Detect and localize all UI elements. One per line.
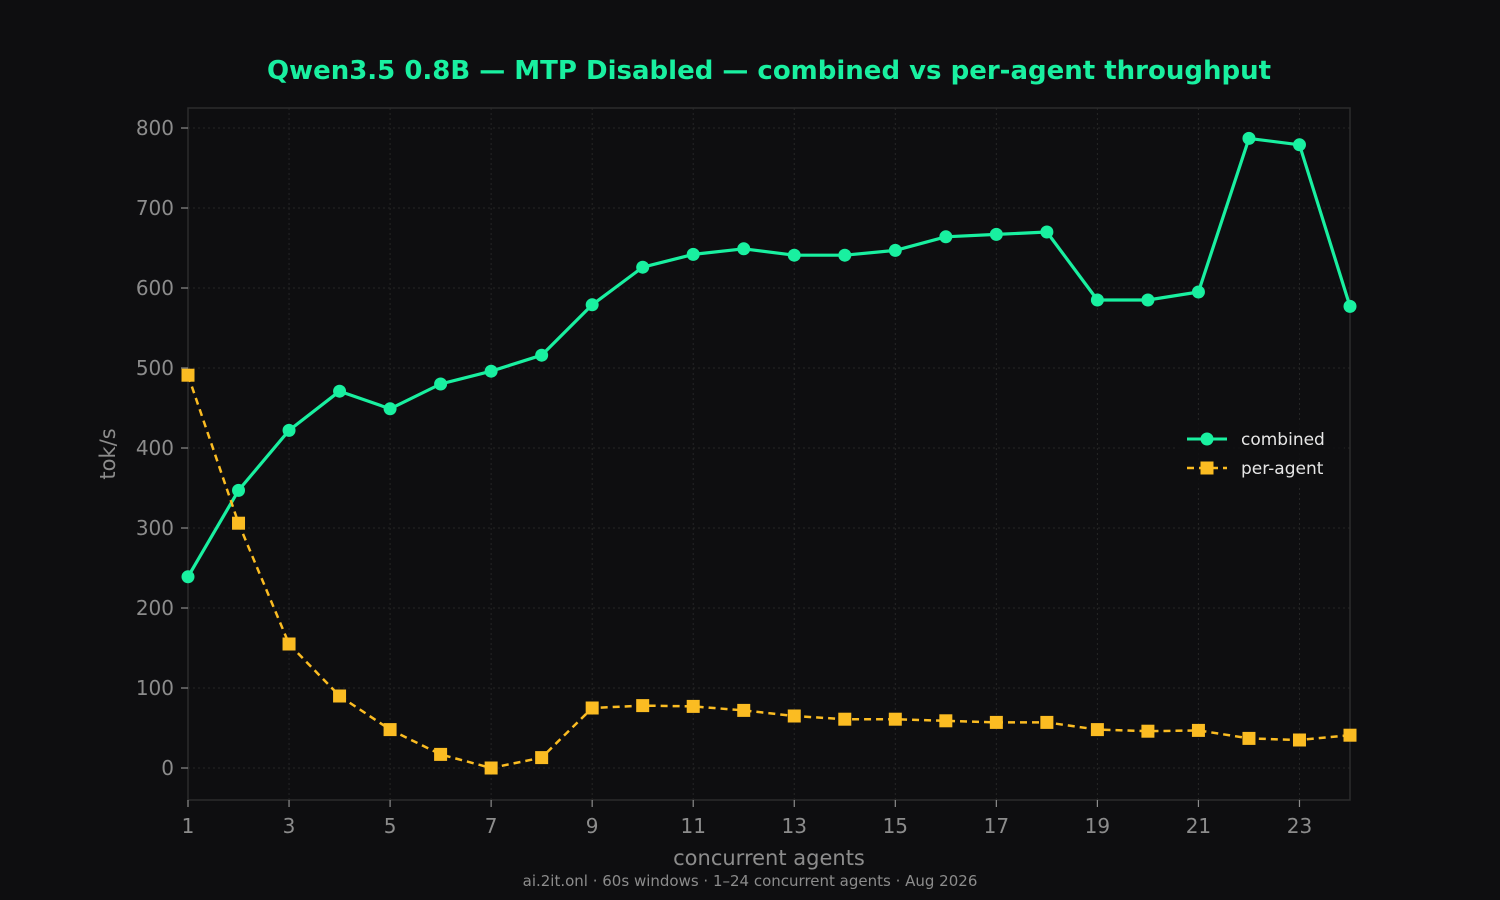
data-point-per-agent (838, 712, 852, 726)
data-point-combined (1343, 299, 1357, 313)
chart-title: Qwen3.5 0.8B — MTP Disabled — combined v… (267, 56, 1271, 86)
legend-combined-marker (1200, 432, 1214, 446)
data-point-combined (1040, 225, 1054, 239)
x-tick-label: 23 (1287, 814, 1312, 838)
legend-per-agent-label: per-agent (1241, 459, 1324, 479)
data-point-combined (737, 242, 751, 256)
data-point-per-agent (1191, 723, 1205, 737)
data-point-combined (585, 298, 599, 312)
y-tick-label: 600 (136, 276, 174, 300)
data-point-combined (888, 243, 902, 257)
data-point-combined (434, 377, 448, 391)
data-point-per-agent (282, 637, 296, 651)
y-tick-label: 500 (136, 356, 174, 380)
y-tick-label: 300 (136, 516, 174, 540)
x-tick-label: 5 (384, 814, 397, 838)
data-point-per-agent (181, 368, 195, 382)
x-tick-label: 9 (586, 814, 599, 838)
y-axis-ticks: 0 100 200 300 400 500 600 700 800 (136, 116, 188, 780)
data-point-per-agent (989, 715, 1003, 729)
x-tick-label: 21 (1186, 814, 1211, 838)
x-tick-label: 19 (1085, 814, 1110, 838)
y-tick-label: 200 (136, 596, 174, 620)
y-axis-label: tok/s (96, 428, 120, 479)
data-point-per-agent (232, 516, 246, 530)
data-point-per-agent (383, 723, 397, 737)
data-point-per-agent (787, 709, 801, 723)
data-point-combined (535, 348, 549, 362)
data-point-combined (1090, 293, 1104, 307)
legend-combined-label: combined (1241, 430, 1325, 450)
data-point-combined (787, 248, 801, 262)
data-point-combined (383, 402, 397, 416)
series-line-combined (186, 136, 1352, 578)
x-tick-label: 11 (680, 814, 705, 838)
data-point-per-agent (1141, 724, 1155, 738)
data-point-per-agent (585, 701, 599, 715)
data-point-combined (636, 260, 650, 274)
data-point-combined (1141, 293, 1155, 307)
x-tick-label: 15 (883, 814, 908, 838)
y-tick-label: 100 (136, 676, 174, 700)
data-point-per-agent (636, 699, 650, 713)
data-point-per-agent (535, 751, 549, 765)
legend-per-agent-marker (1200, 461, 1214, 475)
data-point-per-agent (1343, 728, 1357, 742)
data-point-combined (989, 227, 1003, 241)
data-point-per-agent (686, 699, 700, 713)
data-point-per-agent (1242, 731, 1256, 745)
data-point-combined (939, 230, 953, 244)
data-point-combined (1242, 131, 1256, 145)
data-point-per-agent (484, 761, 498, 775)
chart-footer: ai.2it.onl · 60s windows · 1–24 concurre… (523, 872, 978, 890)
data-point-combined (484, 364, 498, 378)
data-point-per-agent (434, 747, 448, 761)
data-point-per-agent (888, 712, 902, 726)
y-tick-label: 0 (161, 756, 174, 780)
legend-box (1176, 422, 1344, 486)
data-point-per-agent (939, 714, 953, 728)
data-point-per-agent (333, 689, 347, 703)
x-tick-label: 13 (782, 814, 807, 838)
x-axis-label: concurrent agents (673, 846, 865, 870)
x-axis-ticks: 1 3 5 7 9 11 13 15 17 19 21 23 (182, 800, 1312, 838)
plot-area-frame (187, 107, 1351, 801)
y-tick-label: 700 (136, 196, 174, 220)
data-point-per-agent (1040, 715, 1054, 729)
x-tick-label: 17 (984, 814, 1009, 838)
x-tick-label: 3 (283, 814, 296, 838)
data-point-per-agent (1292, 733, 1306, 747)
x-tick-label: 7 (485, 814, 498, 838)
legend: combined per-agent (1176, 422, 1344, 486)
data-point-per-agent (737, 703, 751, 717)
y-tick-label: 400 (136, 436, 174, 460)
data-point-combined (282, 423, 296, 437)
y-tick-label: 800 (136, 116, 174, 140)
data-point-combined (686, 247, 700, 261)
data-point-combined (1292, 138, 1306, 152)
series-layer (181, 131, 1357, 775)
data-point-combined (1191, 285, 1205, 299)
data-point-combined (333, 384, 347, 398)
data-point-per-agent (1090, 723, 1104, 737)
data-point-combined (181, 570, 195, 584)
data-point-combined (838, 248, 852, 262)
x-tick-label: 1 (182, 814, 195, 838)
series-line-per-agent (186, 374, 1351, 770)
data-point-combined (232, 483, 246, 497)
